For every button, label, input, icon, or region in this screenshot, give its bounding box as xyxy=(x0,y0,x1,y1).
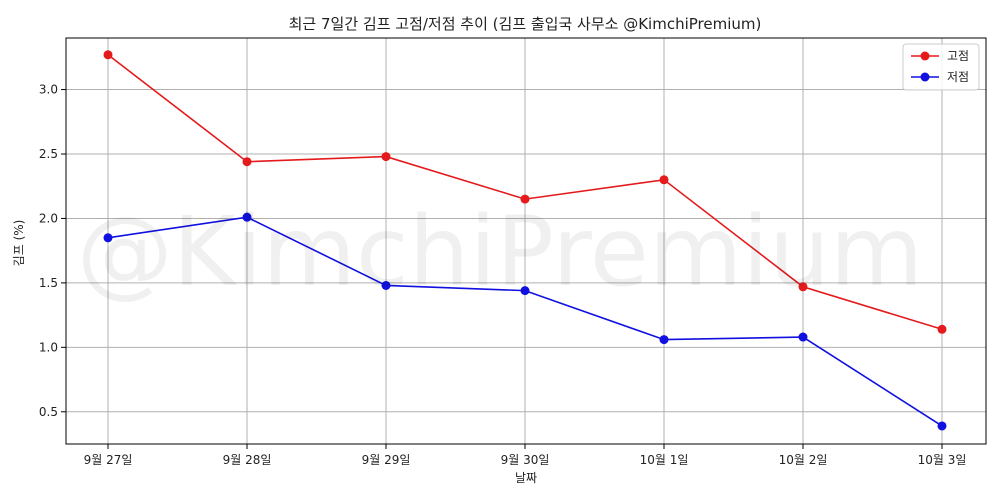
data-point xyxy=(937,421,947,431)
x-tick-label: 9월 28일 xyxy=(223,453,272,467)
data-point xyxy=(520,194,530,204)
data-point xyxy=(381,152,391,162)
data-point xyxy=(381,280,391,290)
legend-entry-label: 고점 xyxy=(947,49,969,63)
y-tick-label: 0.5 xyxy=(39,405,58,419)
x-tick-label: 10월 2일 xyxy=(779,453,828,467)
data-point xyxy=(103,233,113,243)
chart-title: 최근 7일간 김프 고점/저점 추이 (김프 출입국 사무소 @KimchiPr… xyxy=(289,15,762,33)
data-point xyxy=(659,335,669,345)
data-point xyxy=(242,157,252,167)
y-tick-label: 2.5 xyxy=(39,147,58,161)
x-axis-label: 날짜 xyxy=(515,471,537,485)
data-point xyxy=(103,50,113,60)
data-point xyxy=(798,332,808,342)
plot-frame xyxy=(65,37,987,445)
x-tick-label: 10월 3일 xyxy=(918,453,967,467)
x-tick-label: 9월 30일 xyxy=(501,453,550,467)
watermark: @KimchiPremium xyxy=(77,196,924,308)
y-tick-label: 1.0 xyxy=(39,340,58,354)
data-point xyxy=(520,286,530,296)
data-point xyxy=(242,212,252,222)
y-tick-label: 3.0 xyxy=(39,83,58,97)
y-axis-label: 김프 (%) xyxy=(12,220,26,267)
legend-marker xyxy=(920,51,930,61)
data-point xyxy=(659,175,669,185)
legend-marker xyxy=(920,72,930,82)
data-point xyxy=(937,324,947,334)
data-point xyxy=(798,282,808,292)
x-tick-label: 9월 27일 xyxy=(84,453,133,467)
plot-area: 9월 27일 9월 28일 9월 29일 9월 30일 10월 1일 10월 2일 10월 … xyxy=(39,37,987,467)
y-tick-label: 2.0 xyxy=(39,211,58,225)
x-tick-label: 9월 29일 xyxy=(362,453,411,467)
x-tick-label: 10월 1일 xyxy=(640,453,689,467)
y-tick-label: 1.5 xyxy=(39,276,58,290)
legend-entry-label: 저점 xyxy=(947,70,969,84)
